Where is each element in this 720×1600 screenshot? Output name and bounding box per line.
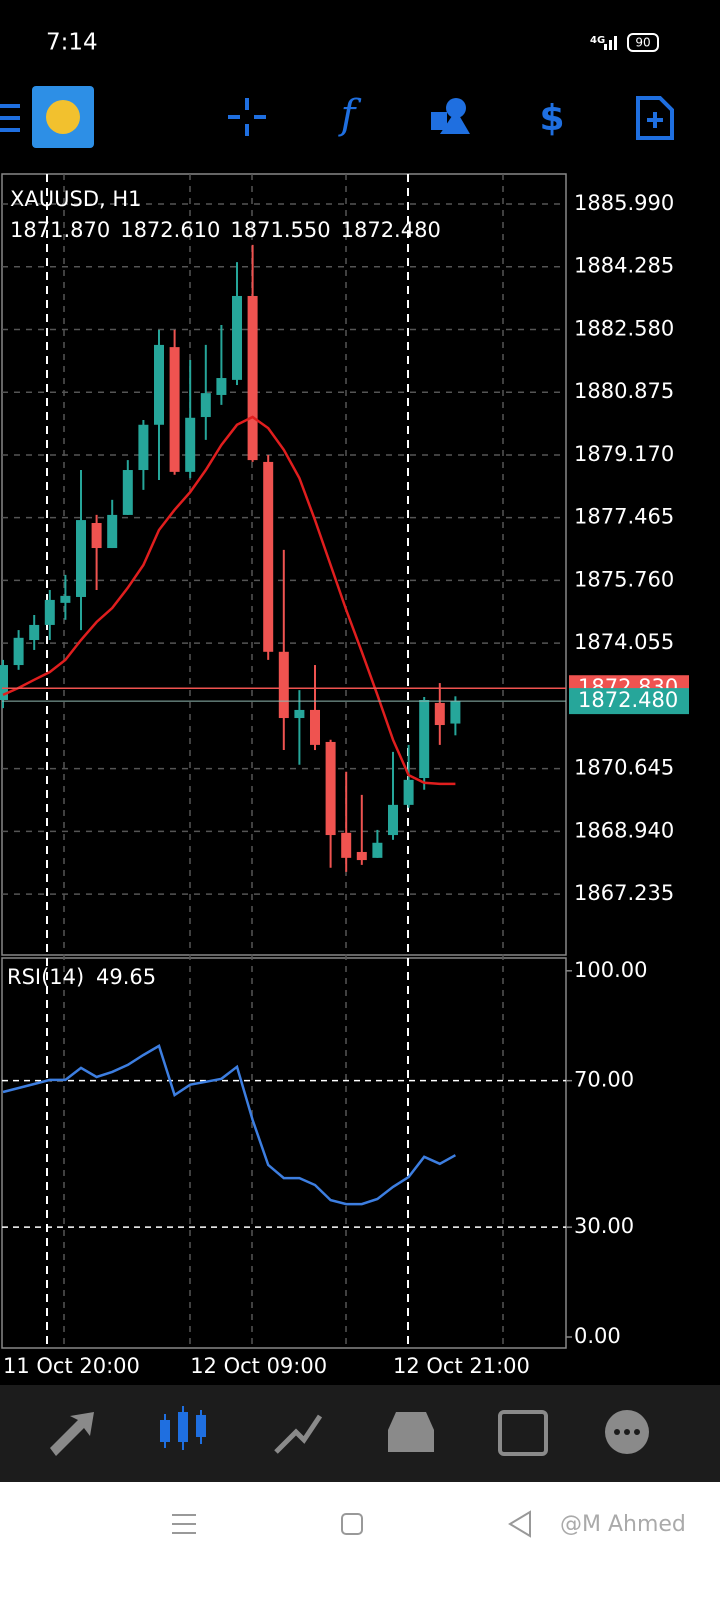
x-tick-label: 11 Oct 20:00 — [3, 1354, 140, 1378]
candle-body — [434, 702, 445, 726]
candle-body — [76, 520, 86, 597]
candle-body — [107, 514, 118, 549]
candle-body — [0, 665, 8, 701]
y-tick-label: 70.00 — [574, 1068, 634, 1092]
watermark: @M Ahmed — [560, 1512, 686, 1537]
crosshair-icon[interactable] — [228, 98, 266, 136]
y-tick-label: 1867.235 — [574, 881, 674, 905]
candle-body — [185, 417, 196, 472]
new-order-icon[interactable] — [636, 96, 674, 140]
battery — [627, 33, 659, 52]
candle-body — [60, 595, 71, 603]
rsi-panel — [1, 957, 567, 1349]
candle-body — [388, 804, 398, 836]
candle-body — [154, 344, 164, 425]
y-tick-label: 1868.940 — [574, 818, 674, 842]
y-tick-label: 1880.875 — [574, 379, 674, 403]
y-tick-label: 1885.990 — [574, 191, 674, 215]
rsi-title: RSI(14) — [7, 965, 84, 989]
back-button[interactable] — [508, 1510, 531, 1538]
menu-icon[interactable] — [0, 104, 20, 132]
candle-body — [122, 470, 133, 515]
candle-body — [29, 624, 40, 641]
candle-body — [169, 347, 180, 472]
y-tick-label: 30.00 — [574, 1214, 634, 1238]
bid-label: 1872.480 — [578, 688, 678, 712]
home-button[interactable] — [341, 1513, 363, 1535]
chat-dots — [614, 1429, 640, 1435]
candle-body — [232, 295, 242, 380]
y-tick-label: 1874.055 — [574, 630, 674, 654]
candle-body — [450, 701, 461, 724]
bottom-nav — [0, 1385, 720, 1482]
y-tick-label: 1870.645 — [574, 756, 674, 780]
y-tick-label: 100.00 — [574, 958, 647, 982]
system-nav — [0, 1482, 720, 1600]
candle-body — [372, 842, 383, 858]
app-logo-mark — [46, 100, 80, 134]
trade-tab[interactable] — [274, 1414, 323, 1454]
candle-body — [356, 851, 367, 861]
candle-body — [216, 378, 227, 395]
plot-layer: 1885.990 1884.285 1882.580 1880.875 1879.170… — [0, 191, 689, 1378]
candle-body — [200, 393, 211, 418]
objects-icon[interactable] — [431, 98, 470, 134]
y-tick-label: 1884.285 — [574, 254, 674, 278]
y-tick-label: 1882.580 — [574, 316, 674, 340]
clock: 7:14 — [46, 30, 98, 56]
news-tab[interactable] — [498, 1410, 548, 1456]
network-type: 4G — [590, 35, 605, 46]
battery-level: 90 — [635, 36, 650, 50]
ohlc-label: 1872.610 — [120, 218, 220, 242]
signal-bars — [604, 36, 617, 50]
new-order-plus — [647, 112, 663, 128]
ohlc-label: 1872.480 — [341, 218, 441, 242]
candle-body — [138, 424, 149, 471]
candle-body — [247, 295, 258, 461]
rsi-current: 49.65 — [96, 965, 156, 989]
x-tick-label: 12 Oct 09:00 — [190, 1354, 327, 1378]
y-tick-label: 1879.170 — [574, 442, 674, 466]
candle-body — [325, 741, 336, 836]
candle-body — [419, 700, 430, 779]
candle-body — [341, 832, 352, 858]
ohlc-label: 1871.870 — [10, 218, 110, 242]
candle-body — [403, 779, 414, 805]
bid-label-box — [569, 688, 689, 715]
rsi-line — [2, 1044, 457, 1206]
x-tick-label: 12 Oct 21:00 — [393, 1354, 530, 1378]
ohlc-label: 1871.550 — [230, 218, 330, 242]
history-tab[interactable] — [388, 1412, 434, 1452]
candle-body — [44, 599, 55, 625]
y-tick-label: 1875.760 — [574, 567, 674, 591]
candle-body — [310, 709, 320, 745]
chart-tab[interactable] — [160, 1406, 206, 1450]
price-panel — [1, 173, 567, 956]
candle-body — [294, 709, 305, 719]
y-tick-label: 1877.465 — [574, 505, 674, 529]
trade-icon[interactable]: $ — [539, 98, 564, 139]
y-tick-label: 0.00 — [574, 1324, 621, 1348]
candle-body — [278, 651, 289, 719]
symbol-title: XAUUSD, H1 — [10, 187, 142, 211]
recents-button[interactable] — [172, 1514, 196, 1534]
moving-average — [2, 415, 456, 786]
quotes-tab[interactable] — [50, 1412, 94, 1456]
candle-body — [263, 461, 274, 652]
candle-body — [91, 523, 102, 549]
candle-body — [13, 637, 24, 666]
